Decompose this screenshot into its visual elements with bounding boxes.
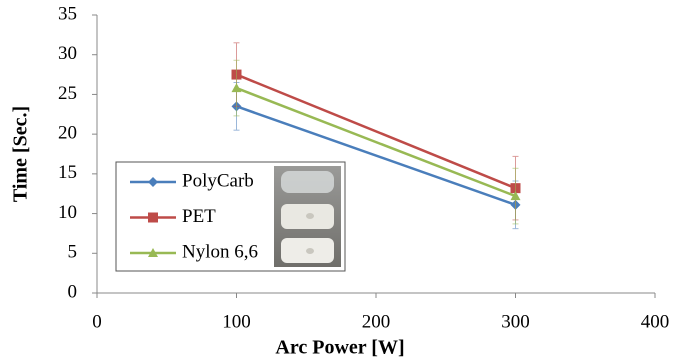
series-line bbox=[236, 73, 516, 190]
sample-clear bbox=[281, 171, 334, 193]
x-axis-title: Arc Power [W] bbox=[275, 337, 404, 359]
legend-label: Nylon 6,6 bbox=[182, 241, 258, 262]
sample-hole bbox=[306, 213, 314, 219]
x-tick-label: 0 bbox=[92, 311, 102, 332]
series-line bbox=[236, 105, 516, 207]
x-tick-label: 100 bbox=[222, 311, 251, 332]
legend-label: PET bbox=[182, 206, 216, 227]
y-tick-label: 15 bbox=[58, 162, 77, 183]
x-tick-label: 200 bbox=[362, 311, 391, 332]
y-axis-title: Time [Sec.] bbox=[10, 106, 32, 202]
marker bbox=[148, 212, 158, 223]
marker bbox=[148, 177, 158, 187]
y-tick-label: 20 bbox=[58, 123, 77, 144]
marker bbox=[148, 248, 158, 257]
y-tick-label: 10 bbox=[58, 202, 77, 223]
marker bbox=[510, 191, 521, 201]
marker bbox=[231, 83, 242, 93]
y-tick-label: 0 bbox=[68, 281, 78, 302]
legend: PolyCarb PET Nylon 6,6 bbox=[115, 161, 346, 272]
y-tick-label: 25 bbox=[58, 83, 77, 104]
legend-label: PolyCarb bbox=[182, 170, 254, 191]
series-line bbox=[236, 86, 516, 198]
plot-area: 0 5 10 15 20 25 30 35 0 100 200 300 400 bbox=[58, 3, 669, 332]
x-tick-label: 300 bbox=[501, 311, 530, 332]
x-tick-label: 400 bbox=[641, 311, 670, 332]
sample-hole bbox=[306, 248, 314, 254]
y-tick-label: 30 bbox=[58, 43, 77, 64]
y-tick-label: 35 bbox=[58, 3, 77, 24]
y-tick-label: 5 bbox=[68, 242, 78, 263]
